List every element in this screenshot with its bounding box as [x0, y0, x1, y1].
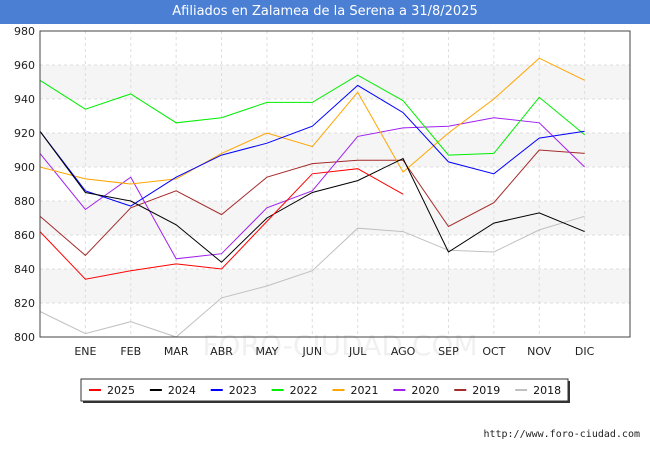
- y-tick-label: 800: [14, 331, 35, 344]
- legend-label-2020: 2020: [411, 384, 439, 397]
- y-tick-label: 880: [14, 195, 35, 208]
- x-tick-label: OCT: [482, 345, 505, 358]
- y-tick-label: 900: [14, 161, 35, 174]
- x-tick-label: FEB: [120, 345, 141, 358]
- x-tick-label: AGO: [391, 345, 416, 358]
- y-tick-label: 940: [14, 93, 35, 106]
- grid-band: [40, 201, 630, 235]
- legend-label-2024: 2024: [168, 384, 196, 397]
- legend-box: [80, 378, 569, 402]
- legend-label-2023: 2023: [229, 384, 257, 397]
- y-tick-label: 960: [14, 59, 35, 72]
- y-axis-ticks: 800 820 840 860 880 900 920 940 960 980: [14, 25, 35, 344]
- y-tick-label: 840: [14, 263, 35, 276]
- y-tick-label: 860: [14, 229, 35, 242]
- y-tick-label: 980: [14, 25, 35, 38]
- grid-band: [40, 99, 630, 133]
- legend-label-2022: 2022: [290, 384, 318, 397]
- grid-bands: [40, 31, 630, 337]
- series-line-2018: [39, 215, 585, 338]
- grid-band: [40, 235, 630, 269]
- x-tick-label: ABR: [210, 345, 233, 358]
- series-lines: [39, 57, 585, 338]
- x-tick-label: DIC: [575, 345, 595, 358]
- x-tick-label: NOV: [527, 345, 552, 358]
- grid-band: [40, 167, 630, 201]
- legend-label-2021: 2021: [351, 384, 379, 397]
- watermark: FORO-CIUDAD.COM: [202, 329, 477, 362]
- x-tick-label: SEP: [438, 345, 459, 358]
- source-credit: http://www.foro-ciudad.com: [483, 429, 640, 440]
- x-tick-label: MAY: [255, 345, 278, 358]
- grid-band: [40, 65, 630, 99]
- x-tick-label: ENE: [74, 345, 96, 358]
- grid-band: [40, 31, 630, 65]
- plot-border: [39, 30, 631, 338]
- series-line-2024: [39, 131, 585, 263]
- series-line-2025: [39, 168, 404, 280]
- x-axis-ticks: ENE FEB MAR ABR MAY JUN JUL AGO SEP OCT NOV DIC: [74, 345, 594, 358]
- y-tick-label: 920: [14, 127, 35, 140]
- legend-label-2018: 2018: [533, 384, 561, 397]
- legend: 2025 2024 2023 2022 2021 2020 2019 2018: [80, 378, 570, 403]
- series-line-2020: [39, 117, 585, 260]
- series-line-2022: [39, 74, 585, 156]
- x-tick-label: JUL: [348, 345, 367, 358]
- series-line-2021: [39, 57, 585, 185]
- legend-label-2019: 2019: [472, 384, 500, 397]
- x-tick-label: JUN: [302, 345, 323, 358]
- grid-band: [40, 303, 630, 337]
- y-tick-label: 820: [14, 297, 35, 310]
- chart-title: Afiliados en Zalamea de la Serena a 31/8…: [0, 0, 650, 24]
- grid-band: [40, 133, 630, 167]
- legend-label-2025: 2025: [107, 384, 135, 397]
- series-line-2023: [39, 84, 585, 207]
- x-tick-label: MAR: [164, 345, 189, 358]
- grid-band: [40, 269, 630, 303]
- series-line-2019: [39, 149, 585, 257]
